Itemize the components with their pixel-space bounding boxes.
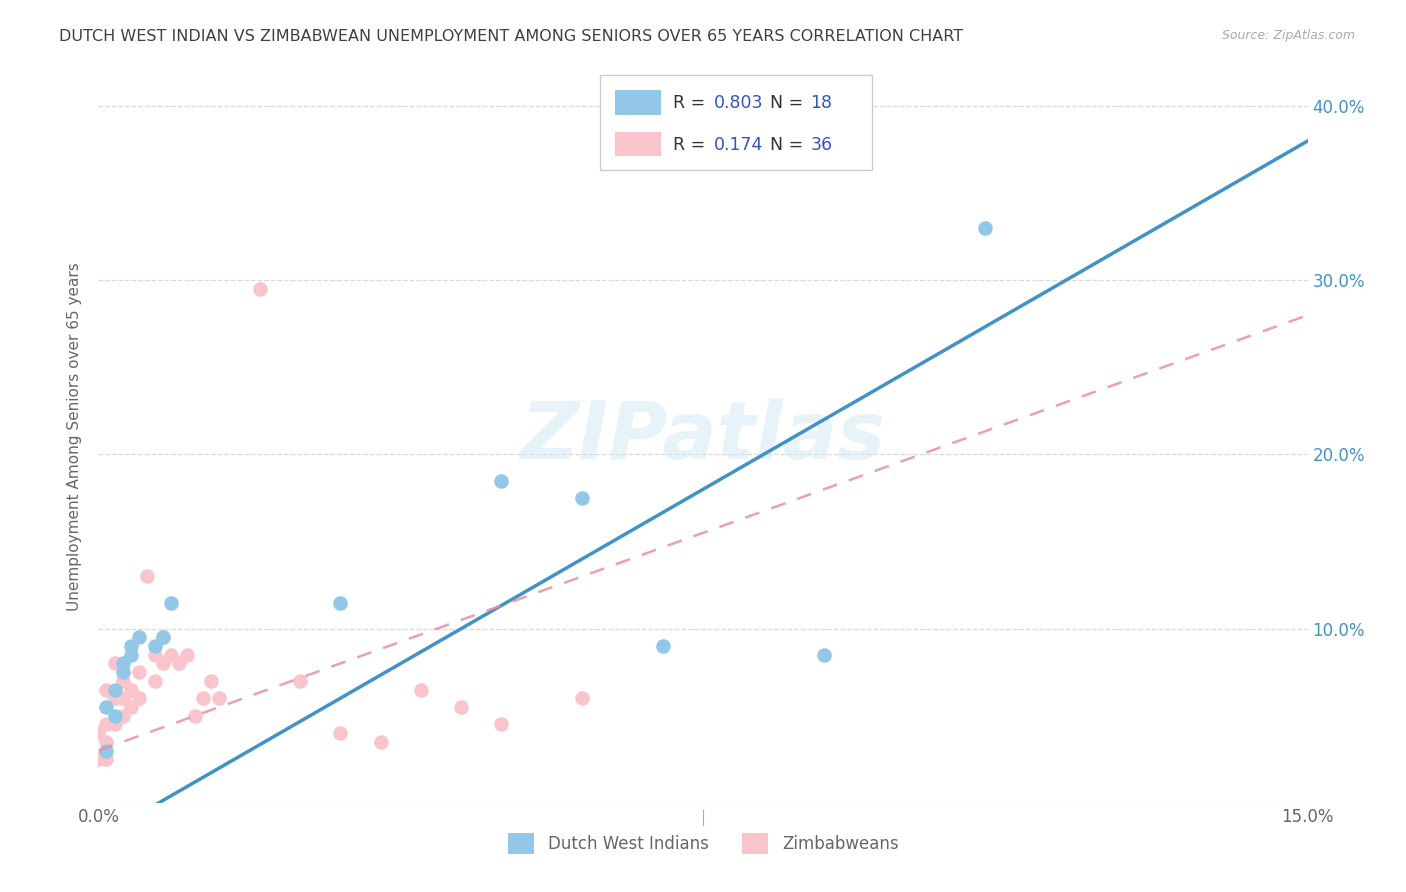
Y-axis label: Unemployment Among Seniors over 65 years: Unemployment Among Seniors over 65 years [67, 263, 83, 611]
FancyBboxPatch shape [614, 90, 661, 114]
Point [651, 639, 673, 653]
Point [152, 631, 174, 645]
Point [450, 700, 472, 714]
Point [193, 691, 215, 706]
Text: 36: 36 [811, 136, 832, 153]
Point [103, 682, 125, 697]
Point [111, 691, 134, 706]
Point [409, 682, 432, 697]
Point [128, 631, 150, 645]
Point [128, 691, 150, 706]
Point [571, 491, 593, 505]
Point [96, 717, 118, 731]
Point [152, 631, 174, 645]
Point [208, 691, 231, 706]
Text: R =: R = [672, 94, 710, 112]
Point [111, 673, 134, 688]
Point [329, 595, 352, 609]
Point [200, 673, 222, 688]
Point [160, 648, 183, 662]
Point [87, 752, 110, 766]
Text: Source: ZipAtlas.com: Source: ZipAtlas.com [1222, 29, 1355, 42]
Point [813, 648, 835, 662]
Point [128, 665, 150, 680]
Point [974, 221, 997, 235]
Point [491, 717, 513, 731]
Point [96, 752, 118, 766]
Text: R =: R = [672, 136, 710, 153]
Point [120, 639, 142, 653]
Point [111, 708, 134, 723]
Point [370, 735, 392, 749]
Point [167, 657, 190, 671]
Point [143, 648, 166, 662]
Point [96, 682, 118, 697]
Point [160, 595, 183, 609]
Point [184, 708, 207, 723]
Text: DUTCH WEST INDIAN VS ZIMBABWEAN UNEMPLOYMENT AMONG SENIORS OVER 65 YEARS CORRELA: DUTCH WEST INDIAN VS ZIMBABWEAN UNEMPLOY… [59, 29, 963, 44]
Point [96, 700, 118, 714]
Point [143, 639, 166, 653]
Text: N =: N = [769, 136, 808, 153]
Point [103, 691, 125, 706]
Point [120, 648, 142, 662]
Point [143, 673, 166, 688]
Point [87, 726, 110, 740]
Text: ZIPatlas: ZIPatlas [520, 398, 886, 476]
Point [96, 735, 118, 749]
Point [176, 648, 198, 662]
Text: 0.803: 0.803 [714, 94, 763, 112]
Text: 18: 18 [811, 94, 832, 112]
Point [111, 665, 134, 680]
Point [288, 673, 311, 688]
Text: N =: N = [769, 94, 808, 112]
FancyBboxPatch shape [600, 75, 872, 170]
Text: 0.174: 0.174 [714, 136, 763, 153]
Point [103, 657, 125, 671]
Point [491, 474, 513, 488]
Point [329, 726, 352, 740]
FancyBboxPatch shape [614, 132, 661, 156]
Point [120, 700, 142, 714]
Point [103, 708, 125, 723]
Point [152, 657, 174, 671]
Legend: Dutch West Indians, Zimbabweans: Dutch West Indians, Zimbabweans [501, 827, 905, 860]
Point [120, 682, 142, 697]
Point [111, 657, 134, 671]
Point [571, 691, 593, 706]
Point [103, 717, 125, 731]
Point [249, 282, 271, 296]
Point [135, 569, 157, 583]
Point [96, 743, 118, 757]
